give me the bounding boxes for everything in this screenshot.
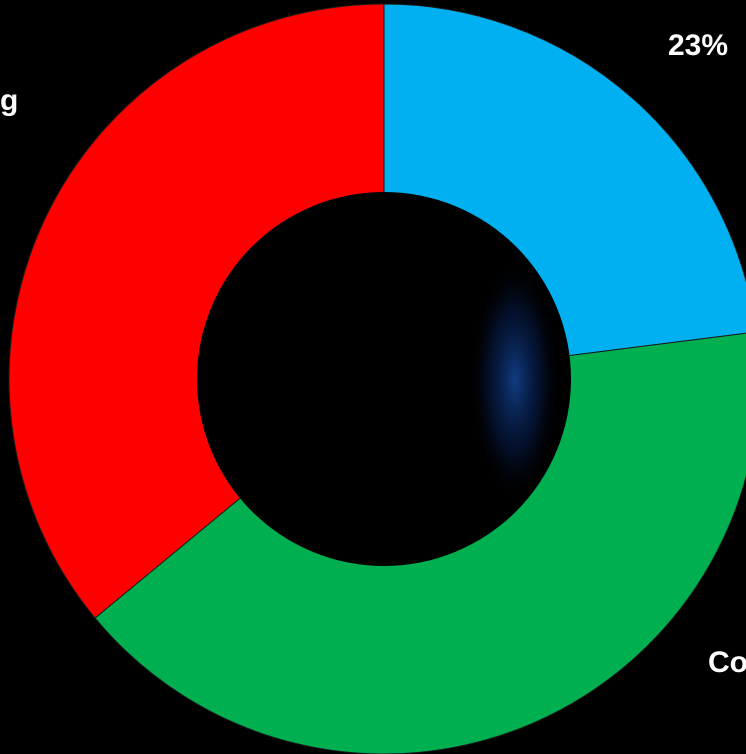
donut-hole — [197, 192, 571, 566]
data-label-slice-2: Co — [708, 646, 746, 679]
data-label-slice-1: 23% — [668, 29, 728, 62]
donut-slice-3 — [8, 3, 385, 619]
hole-glow — [470, 260, 560, 500]
data-label-slice-3: g — [0, 84, 18, 117]
